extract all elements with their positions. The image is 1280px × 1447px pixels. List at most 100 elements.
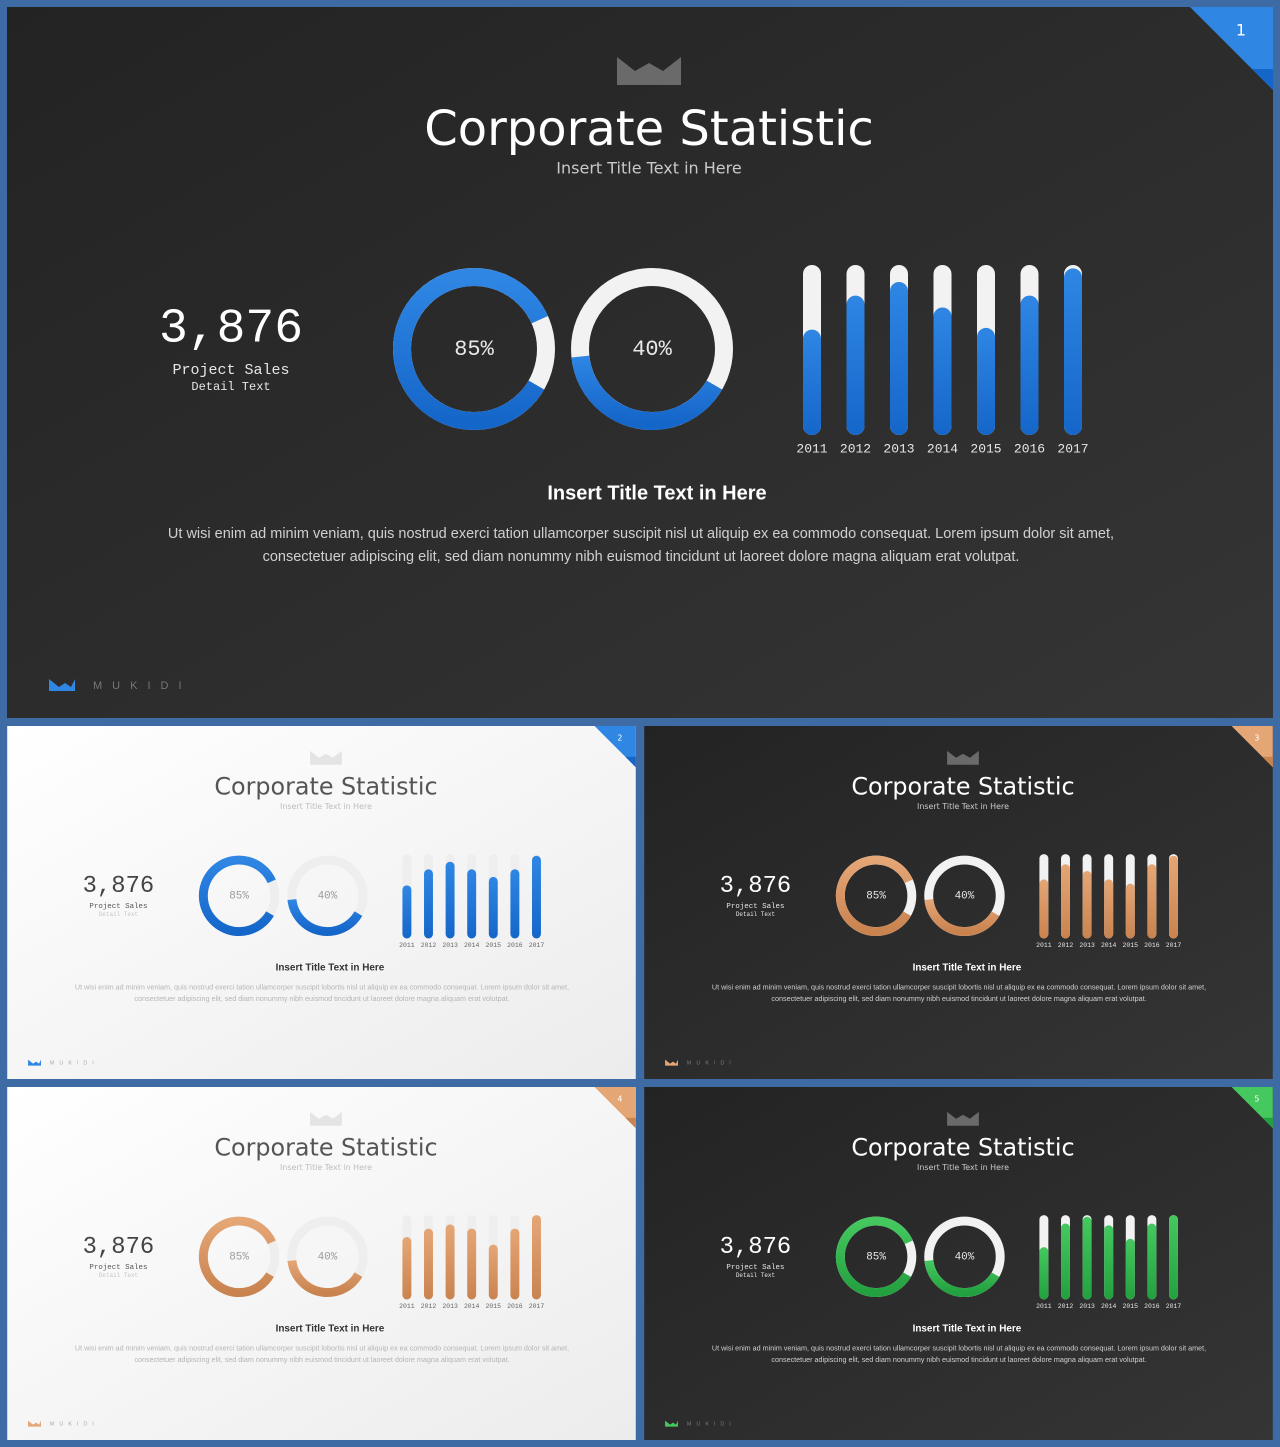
slide-number: 5	[1254, 1094, 1259, 1103]
bar	[1020, 295, 1039, 435]
donut-label: 85%	[229, 891, 249, 903]
slide-background	[7, 726, 636, 1079]
year-label: 2012	[421, 1303, 437, 1310]
bar	[1169, 1215, 1178, 1300]
year-label: 2015	[970, 441, 1001, 456]
big-number-label: Project Sales	[726, 903, 784, 911]
year-label: 2014	[464, 942, 480, 949]
year-label: 2011	[399, 942, 415, 949]
body-text: consectetuer adipiscing elit, sed diam n…	[771, 994, 1146, 1003]
donut-label: 85%	[454, 337, 494, 362]
detail-text: Detail Text	[99, 1272, 138, 1279]
bar	[803, 329, 821, 435]
year-label: 2015	[486, 942, 502, 949]
donut-label: 40%	[318, 1252, 338, 1264]
year-label: 2014	[1101, 942, 1117, 949]
section-title: Insert Title Text in Here	[547, 482, 766, 504]
bar	[467, 1228, 477, 1300]
bar	[1125, 883, 1135, 939]
year-label: 2013	[442, 942, 458, 949]
body-text: consectetuer adipiscing elit, sed diam n…	[263, 549, 1020, 565]
big-number: 3,876	[720, 1234, 792, 1261]
bar	[1039, 879, 1049, 939]
year-label: 2016	[507, 1303, 523, 1310]
body-text: Ut wisi enim ad minim veniam, quis nostr…	[712, 1344, 1206, 1353]
body-text: consectetuer adipiscing elit, sed diam n…	[771, 1355, 1146, 1364]
donut-arc	[924, 898, 1000, 937]
bar	[424, 1228, 433, 1300]
bar	[445, 861, 455, 939]
brand-logo	[28, 1059, 41, 1066]
donut-label: 85%	[866, 891, 886, 903]
bar	[1061, 864, 1070, 939]
subtitle: Insert Title Text in Here	[280, 802, 372, 811]
big-number: 3,876	[720, 873, 792, 900]
subtitle: Insert Title Text in Here	[917, 802, 1009, 811]
bar	[488, 1244, 498, 1300]
year-label: 2012	[1058, 942, 1074, 949]
bar	[1104, 1225, 1114, 1300]
donut-label: 85%	[229, 1252, 249, 1264]
bar	[532, 1215, 541, 1300]
year-label: 2014	[1101, 1303, 1117, 1310]
big-number-label: Project Sales	[89, 903, 147, 911]
year-label: 2012	[840, 441, 871, 456]
subtitle: Insert Title Text in Here	[917, 1163, 1009, 1172]
slide-number: 2	[617, 733, 622, 742]
bar	[933, 307, 952, 435]
bar	[1061, 1223, 1070, 1300]
logo	[947, 750, 979, 765]
year-label: 2015	[1123, 1303, 1139, 1310]
year-label: 2012	[1058, 1303, 1074, 1310]
section-title: Insert Title Text in Here	[913, 962, 1022, 973]
bar	[424, 869, 433, 939]
bar	[1104, 879, 1114, 939]
slide-background	[644, 1087, 1273, 1440]
year-label: 2014	[464, 1303, 480, 1310]
section-title: Insert Title Text in Here	[276, 962, 385, 973]
bar	[467, 869, 477, 939]
slide-thumb: 3 Corporate Statistic Insert Title Text in…	[644, 726, 1273, 1079]
year-label: 2016	[507, 942, 523, 949]
donut-arc	[287, 1259, 363, 1298]
bar	[532, 855, 541, 939]
logo	[947, 1111, 979, 1126]
section-title: Insert Title Text in Here	[913, 1323, 1022, 1334]
donut-label: 40%	[632, 337, 672, 362]
brand-name: MUKIDI	[93, 680, 192, 692]
year-label: 2016	[1144, 1303, 1160, 1310]
year-label: 2017	[1057, 441, 1088, 456]
slide-thumb: 5 Corporate Statistic Insert Title Text in…	[644, 1087, 1273, 1440]
year-label: 2016	[1144, 942, 1160, 949]
year-label: 2011	[796, 441, 827, 456]
donut-label: 40%	[318, 891, 338, 903]
big-number-label: Project Sales	[89, 1264, 147, 1272]
year-label: 2013	[442, 1303, 458, 1310]
year-label: 2013	[1079, 1303, 1095, 1310]
bar	[846, 295, 865, 435]
big-number: 3,876	[159, 303, 303, 357]
logo	[310, 1111, 342, 1126]
bar	[445, 1224, 455, 1300]
body-text: consectetuer adipiscing elit, sed diam n…	[134, 994, 509, 1003]
donut-arc	[571, 355, 723, 430]
big-number-label: Project Sales	[726, 1264, 784, 1272]
slide-background	[7, 1087, 636, 1440]
donut-arc	[393, 268, 548, 430]
body-text: Ut wisi enim ad minim veniam, quis nostr…	[168, 526, 1114, 542]
slide-main: 1 Corporate Statistic Insert Title Text in…	[7, 7, 1273, 718]
detail-text: Detail Text	[191, 380, 270, 394]
title: Corporate Statistic	[214, 1134, 437, 1162]
bar	[1082, 1216, 1092, 1300]
title: Corporate Statistic	[851, 1134, 1074, 1162]
big-number: 3,876	[83, 1234, 154, 1261]
year-label: 2013	[883, 441, 914, 456]
corner-tab-shade	[1252, 69, 1273, 90]
donut-arc	[835, 1216, 913, 1297]
body-text: Ut wisi enim ad minim veniam, quis nostr…	[75, 983, 569, 992]
donut-arc	[198, 1216, 276, 1297]
bar	[488, 876, 498, 939]
subtitle: Insert Title Text in Here	[556, 159, 741, 178]
